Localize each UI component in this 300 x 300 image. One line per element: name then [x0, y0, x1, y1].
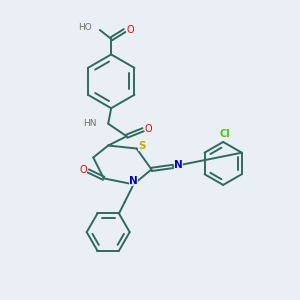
Text: O: O: [145, 124, 152, 134]
Text: N: N: [174, 160, 183, 170]
Text: O: O: [126, 25, 134, 35]
Text: O: O: [79, 165, 87, 175]
Text: HN: HN: [83, 119, 97, 128]
Text: HO: HO: [79, 23, 92, 32]
Text: S: S: [138, 140, 146, 151]
Text: Cl: Cl: [219, 130, 230, 140]
Text: N: N: [129, 176, 138, 186]
